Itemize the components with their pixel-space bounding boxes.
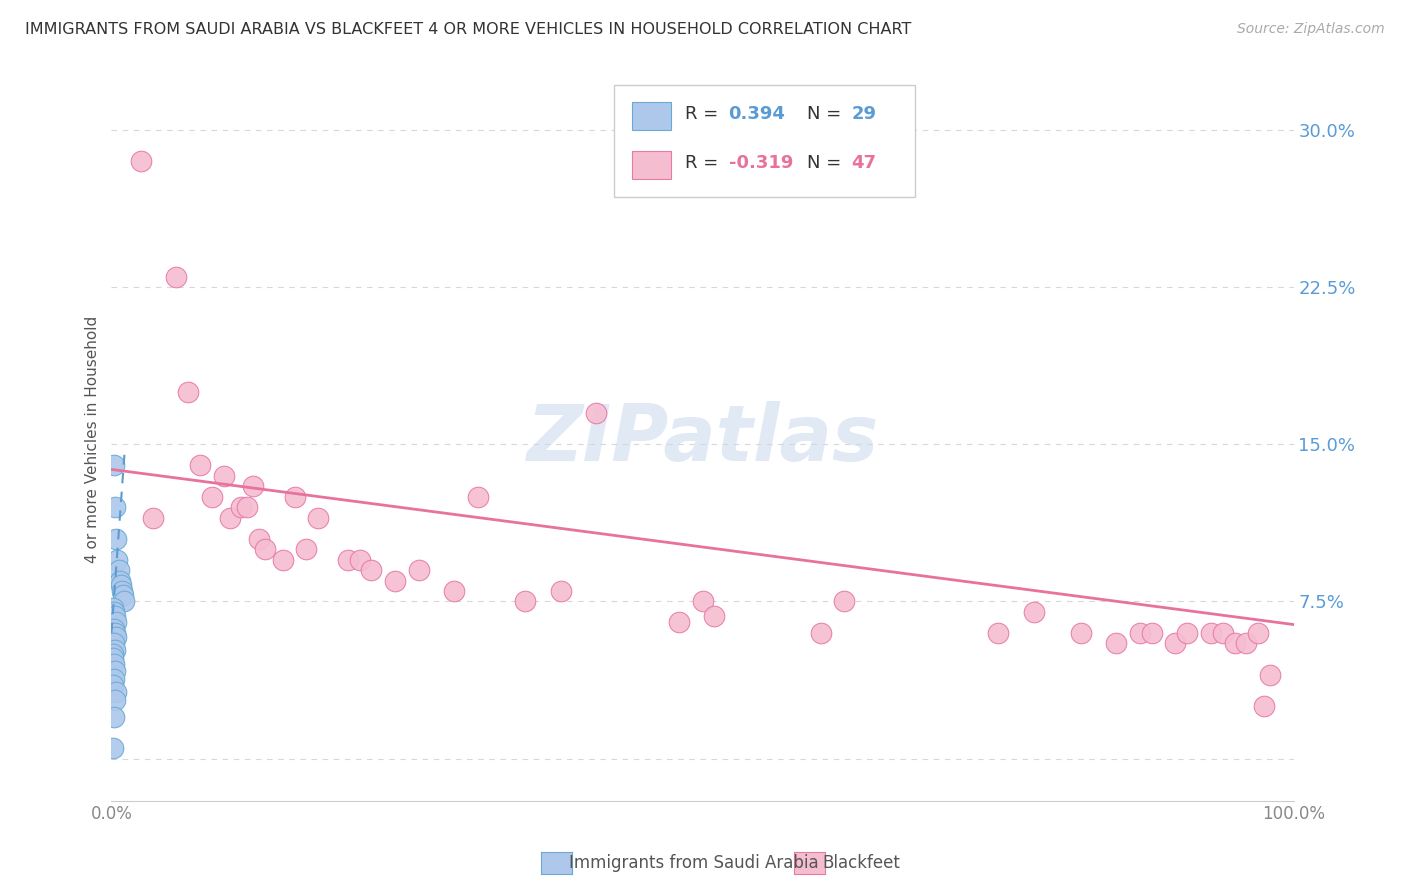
- Point: [467, 490, 489, 504]
- Point: [1199, 626, 1222, 640]
- Point: [515, 594, 537, 608]
- Point: [550, 584, 572, 599]
- Point: [104, 500, 127, 515]
- Point: [585, 406, 607, 420]
- Point: [103, 657, 125, 672]
- Point: [834, 594, 856, 608]
- Point: [810, 626, 832, 640]
- Text: R =: R =: [685, 104, 724, 122]
- Point: [107, 563, 129, 577]
- Point: [1247, 626, 1270, 640]
- Point: [177, 384, 200, 399]
- Point: [111, 584, 134, 599]
- Point: [103, 710, 125, 724]
- Point: [188, 458, 211, 473]
- Point: [103, 636, 125, 650]
- Point: [1105, 636, 1128, 650]
- Point: [105, 552, 128, 566]
- Text: 0.394: 0.394: [728, 104, 786, 122]
- Point: [101, 647, 124, 661]
- Point: [101, 651, 124, 665]
- Point: [1129, 626, 1152, 640]
- Point: [104, 626, 127, 640]
- Point: [443, 584, 465, 599]
- Point: [105, 684, 128, 698]
- Point: [129, 154, 152, 169]
- Point: [104, 693, 127, 707]
- Point: [408, 563, 430, 577]
- Point: [307, 510, 329, 524]
- Text: Immigrants from Saudi Arabia: Immigrants from Saudi Arabia: [569, 855, 820, 872]
- Point: [104, 642, 127, 657]
- Point: [105, 630, 128, 644]
- FancyBboxPatch shape: [614, 85, 915, 197]
- Text: N =: N =: [807, 153, 846, 172]
- Point: [295, 542, 318, 557]
- Point: [336, 552, 359, 566]
- Point: [1258, 668, 1281, 682]
- Point: [142, 510, 165, 524]
- Point: [1234, 636, 1257, 650]
- Point: [668, 615, 690, 630]
- Text: N =: N =: [807, 104, 846, 122]
- Point: [1223, 636, 1246, 650]
- Point: [105, 615, 128, 630]
- Point: [1164, 636, 1187, 650]
- Point: [231, 500, 253, 515]
- Point: [103, 605, 125, 619]
- Point: [101, 678, 124, 692]
- Point: [104, 609, 127, 624]
- Point: [692, 594, 714, 608]
- Point: [105, 532, 128, 546]
- Point: [212, 468, 235, 483]
- Point: [103, 672, 125, 686]
- Point: [104, 664, 127, 678]
- Text: Source: ZipAtlas.com: Source: ZipAtlas.com: [1237, 22, 1385, 37]
- Point: [284, 490, 307, 504]
- Text: IMMIGRANTS FROM SAUDI ARABIA VS BLACKFEET 4 OR MORE VEHICLES IN HOUSEHOLD CORREL: IMMIGRANTS FROM SAUDI ARABIA VS BLACKFEE…: [25, 22, 911, 37]
- Point: [101, 600, 124, 615]
- Point: [1140, 626, 1163, 640]
- FancyBboxPatch shape: [631, 152, 671, 178]
- Point: [218, 510, 240, 524]
- Point: [101, 741, 124, 756]
- Text: 47: 47: [852, 153, 876, 172]
- Point: [165, 269, 187, 284]
- Point: [242, 479, 264, 493]
- Text: ZIPatlas: ZIPatlas: [526, 401, 879, 477]
- Point: [236, 500, 259, 515]
- Point: [201, 490, 224, 504]
- Point: [1070, 626, 1092, 640]
- Y-axis label: 4 or more Vehicles in Household: 4 or more Vehicles in Household: [86, 316, 100, 563]
- Point: [112, 594, 135, 608]
- Point: [1022, 605, 1045, 619]
- Point: [112, 588, 135, 602]
- Point: [1175, 626, 1198, 640]
- Point: [987, 626, 1010, 640]
- Point: [103, 458, 125, 473]
- Point: [110, 578, 132, 592]
- Text: -0.319: -0.319: [728, 153, 793, 172]
- Text: Blackfeet: Blackfeet: [823, 855, 900, 872]
- Point: [254, 542, 277, 557]
- Point: [247, 532, 270, 546]
- Point: [384, 574, 406, 588]
- Point: [349, 552, 371, 566]
- Point: [1253, 699, 1275, 714]
- Point: [103, 622, 125, 636]
- Point: [1212, 626, 1234, 640]
- Text: R =: R =: [685, 153, 724, 172]
- FancyBboxPatch shape: [631, 102, 671, 129]
- Point: [271, 552, 294, 566]
- Point: [108, 574, 131, 588]
- Text: 29: 29: [852, 104, 876, 122]
- Point: [360, 563, 382, 577]
- Point: [703, 609, 725, 624]
